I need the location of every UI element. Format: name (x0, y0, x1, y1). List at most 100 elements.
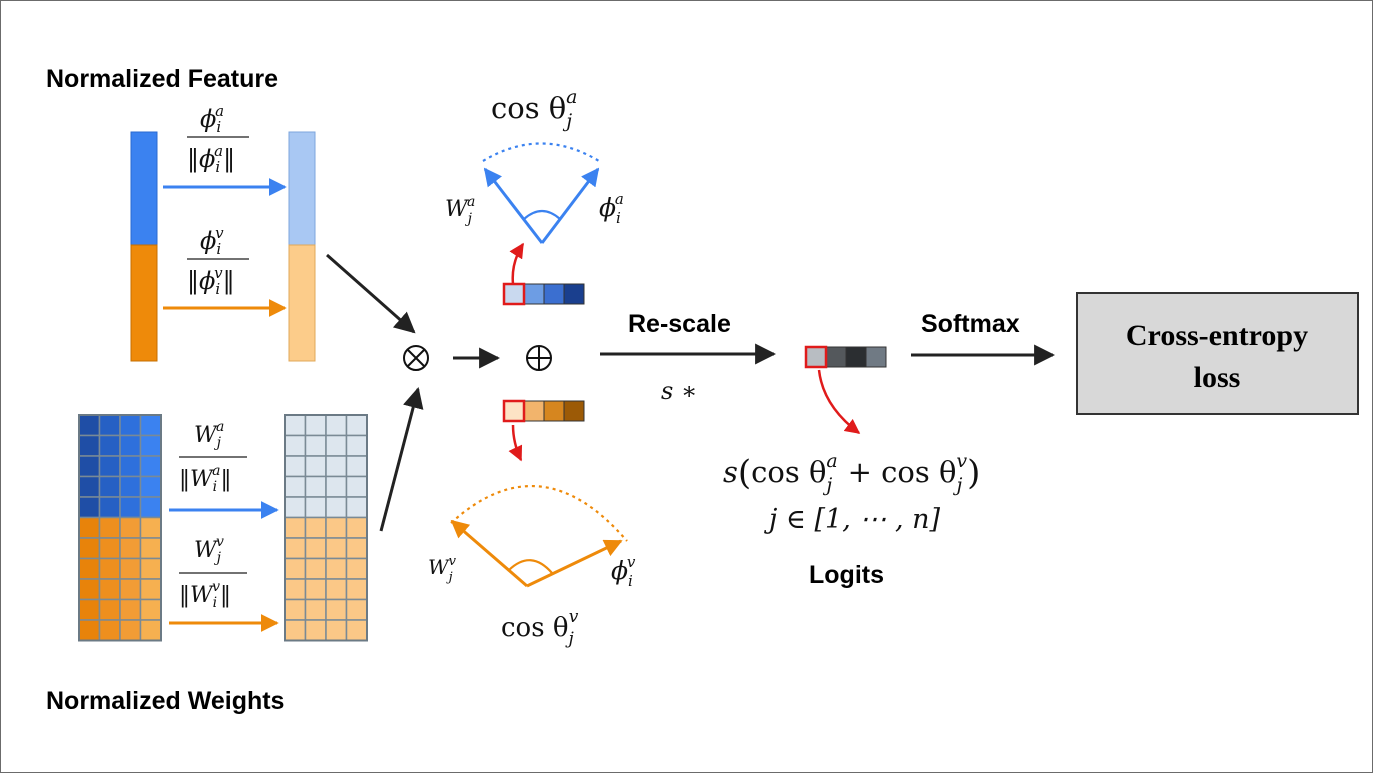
matrix-cell (284, 455, 307, 478)
matrix-cell (345, 619, 368, 642)
svg-text:‖Wiv‖: ‖Wiv‖ (179, 579, 231, 611)
strip-selected-cell (502, 399, 526, 423)
cos-theta-a: cos θja (491, 86, 578, 132)
matrix-cell (139, 537, 162, 560)
matrix-cell (139, 578, 162, 601)
matrix-cell (325, 434, 348, 457)
strip-cell (543, 400, 565, 422)
matrix-cell (345, 496, 368, 519)
audio-strip-pointer (509, 242, 525, 285)
strip-cell (563, 283, 585, 305)
logit-strip (804, 345, 887, 369)
matrix-cell (284, 516, 307, 539)
matrix-cell (345, 598, 368, 621)
matrix-cell (304, 414, 327, 437)
matrix-cell (98, 455, 121, 478)
matrix-cell (119, 434, 142, 457)
matrix-cell (304, 598, 327, 621)
matrix-cell (304, 557, 327, 580)
strip-selected-cell (502, 282, 526, 306)
softmax-label: Softmax (921, 310, 1020, 338)
matrix-cell (345, 516, 368, 539)
w-j-v-label: Wjv (428, 554, 457, 585)
matrix-cell (139, 496, 162, 519)
matrix-cell (98, 557, 121, 580)
cross-entropy-box (1076, 292, 1359, 415)
logits-label: Logits (809, 561, 884, 589)
normalized-feature-visual (288, 244, 316, 362)
normalized-feature-audio (288, 131, 316, 246)
matrix-cell (98, 434, 121, 457)
matrix-cell (119, 455, 142, 478)
strip-cell (543, 283, 565, 305)
matrix-cell (119, 578, 142, 601)
matrix-cell (78, 455, 101, 478)
matrix-border (78, 414, 162, 642)
matrix-cell (119, 516, 142, 539)
matrix-cell (98, 496, 121, 519)
phi-a-fraction: ϕia ‖ϕia‖ (187, 102, 249, 176)
matrix-cell (139, 414, 162, 437)
weight-matrix (78, 414, 162, 642)
matrix-cell (284, 434, 307, 457)
matrix-cell (325, 537, 348, 560)
matrix-cell (325, 619, 348, 642)
matrix-cell (98, 516, 121, 539)
matrix-cell (284, 414, 307, 437)
feature-to-product-arrow (326, 253, 416, 334)
matrix-cell (325, 475, 348, 498)
s-star-label: s ∗ (661, 377, 697, 405)
matrix-cell (304, 578, 327, 601)
w-a-fraction: Wja ‖Wia‖ (179, 419, 247, 495)
matrix-cell (98, 578, 121, 601)
matrix-cell (345, 578, 368, 601)
normalized-weights-title: Normalized Weights (46, 687, 284, 715)
matrix-cell (304, 475, 327, 498)
svg-text:ϕiv: ϕiv (200, 224, 224, 258)
matrix-cell (345, 434, 368, 457)
matrix-cell (78, 598, 101, 621)
cross-entropy-line2: loss (1194, 361, 1241, 394)
circle-times-icon (403, 345, 429, 371)
strip-cell (825, 346, 847, 368)
matrix-cell (284, 557, 307, 580)
matrix-cell (78, 496, 101, 519)
matrix-cell (78, 557, 101, 580)
matrix-cell (345, 455, 368, 478)
strip-cell (523, 283, 545, 305)
normalized-feature-title: Normalized Feature (46, 65, 278, 93)
matrix-cell (139, 434, 162, 457)
matrix-cell (325, 455, 348, 478)
matrix-cell (119, 557, 142, 580)
strip-cell (865, 346, 887, 368)
matrix-cell (345, 537, 368, 560)
phi-i-a-label: ϕia (599, 190, 624, 227)
matrix-cell (345, 414, 368, 437)
matrix-cell (284, 475, 307, 498)
matrix-cell (345, 557, 368, 580)
matrix-cell (78, 414, 101, 437)
matrix-cell (304, 434, 327, 457)
weights-to-product-arrow (379, 386, 424, 532)
matrix-cell (284, 598, 307, 621)
matrix-cell (98, 537, 121, 560)
cross-entropy-line1: Cross-entropy (1126, 319, 1308, 352)
matrix-cell (304, 516, 327, 539)
matrix-cell (98, 598, 121, 621)
matrix-cell (78, 578, 101, 601)
audio-angle-diagram (482, 142, 600, 244)
matrix-border (284, 414, 368, 642)
strip-cell (503, 400, 525, 422)
matrix-cell (119, 537, 142, 560)
matrix-cell (139, 516, 162, 539)
matrix-cell (139, 619, 162, 642)
matrix-cell (345, 475, 368, 498)
matrix-cell (139, 475, 162, 498)
matrix-cell (119, 414, 142, 437)
matrix-cell (78, 619, 101, 642)
logit-index-range: j ∈ [1, ⋯ , n] (764, 504, 941, 535)
matrix-cell (78, 537, 101, 560)
w-j-a-label: Wja (445, 194, 475, 227)
feature-vector-visual (130, 244, 158, 362)
normalized-weight-matrix (284, 414, 368, 642)
